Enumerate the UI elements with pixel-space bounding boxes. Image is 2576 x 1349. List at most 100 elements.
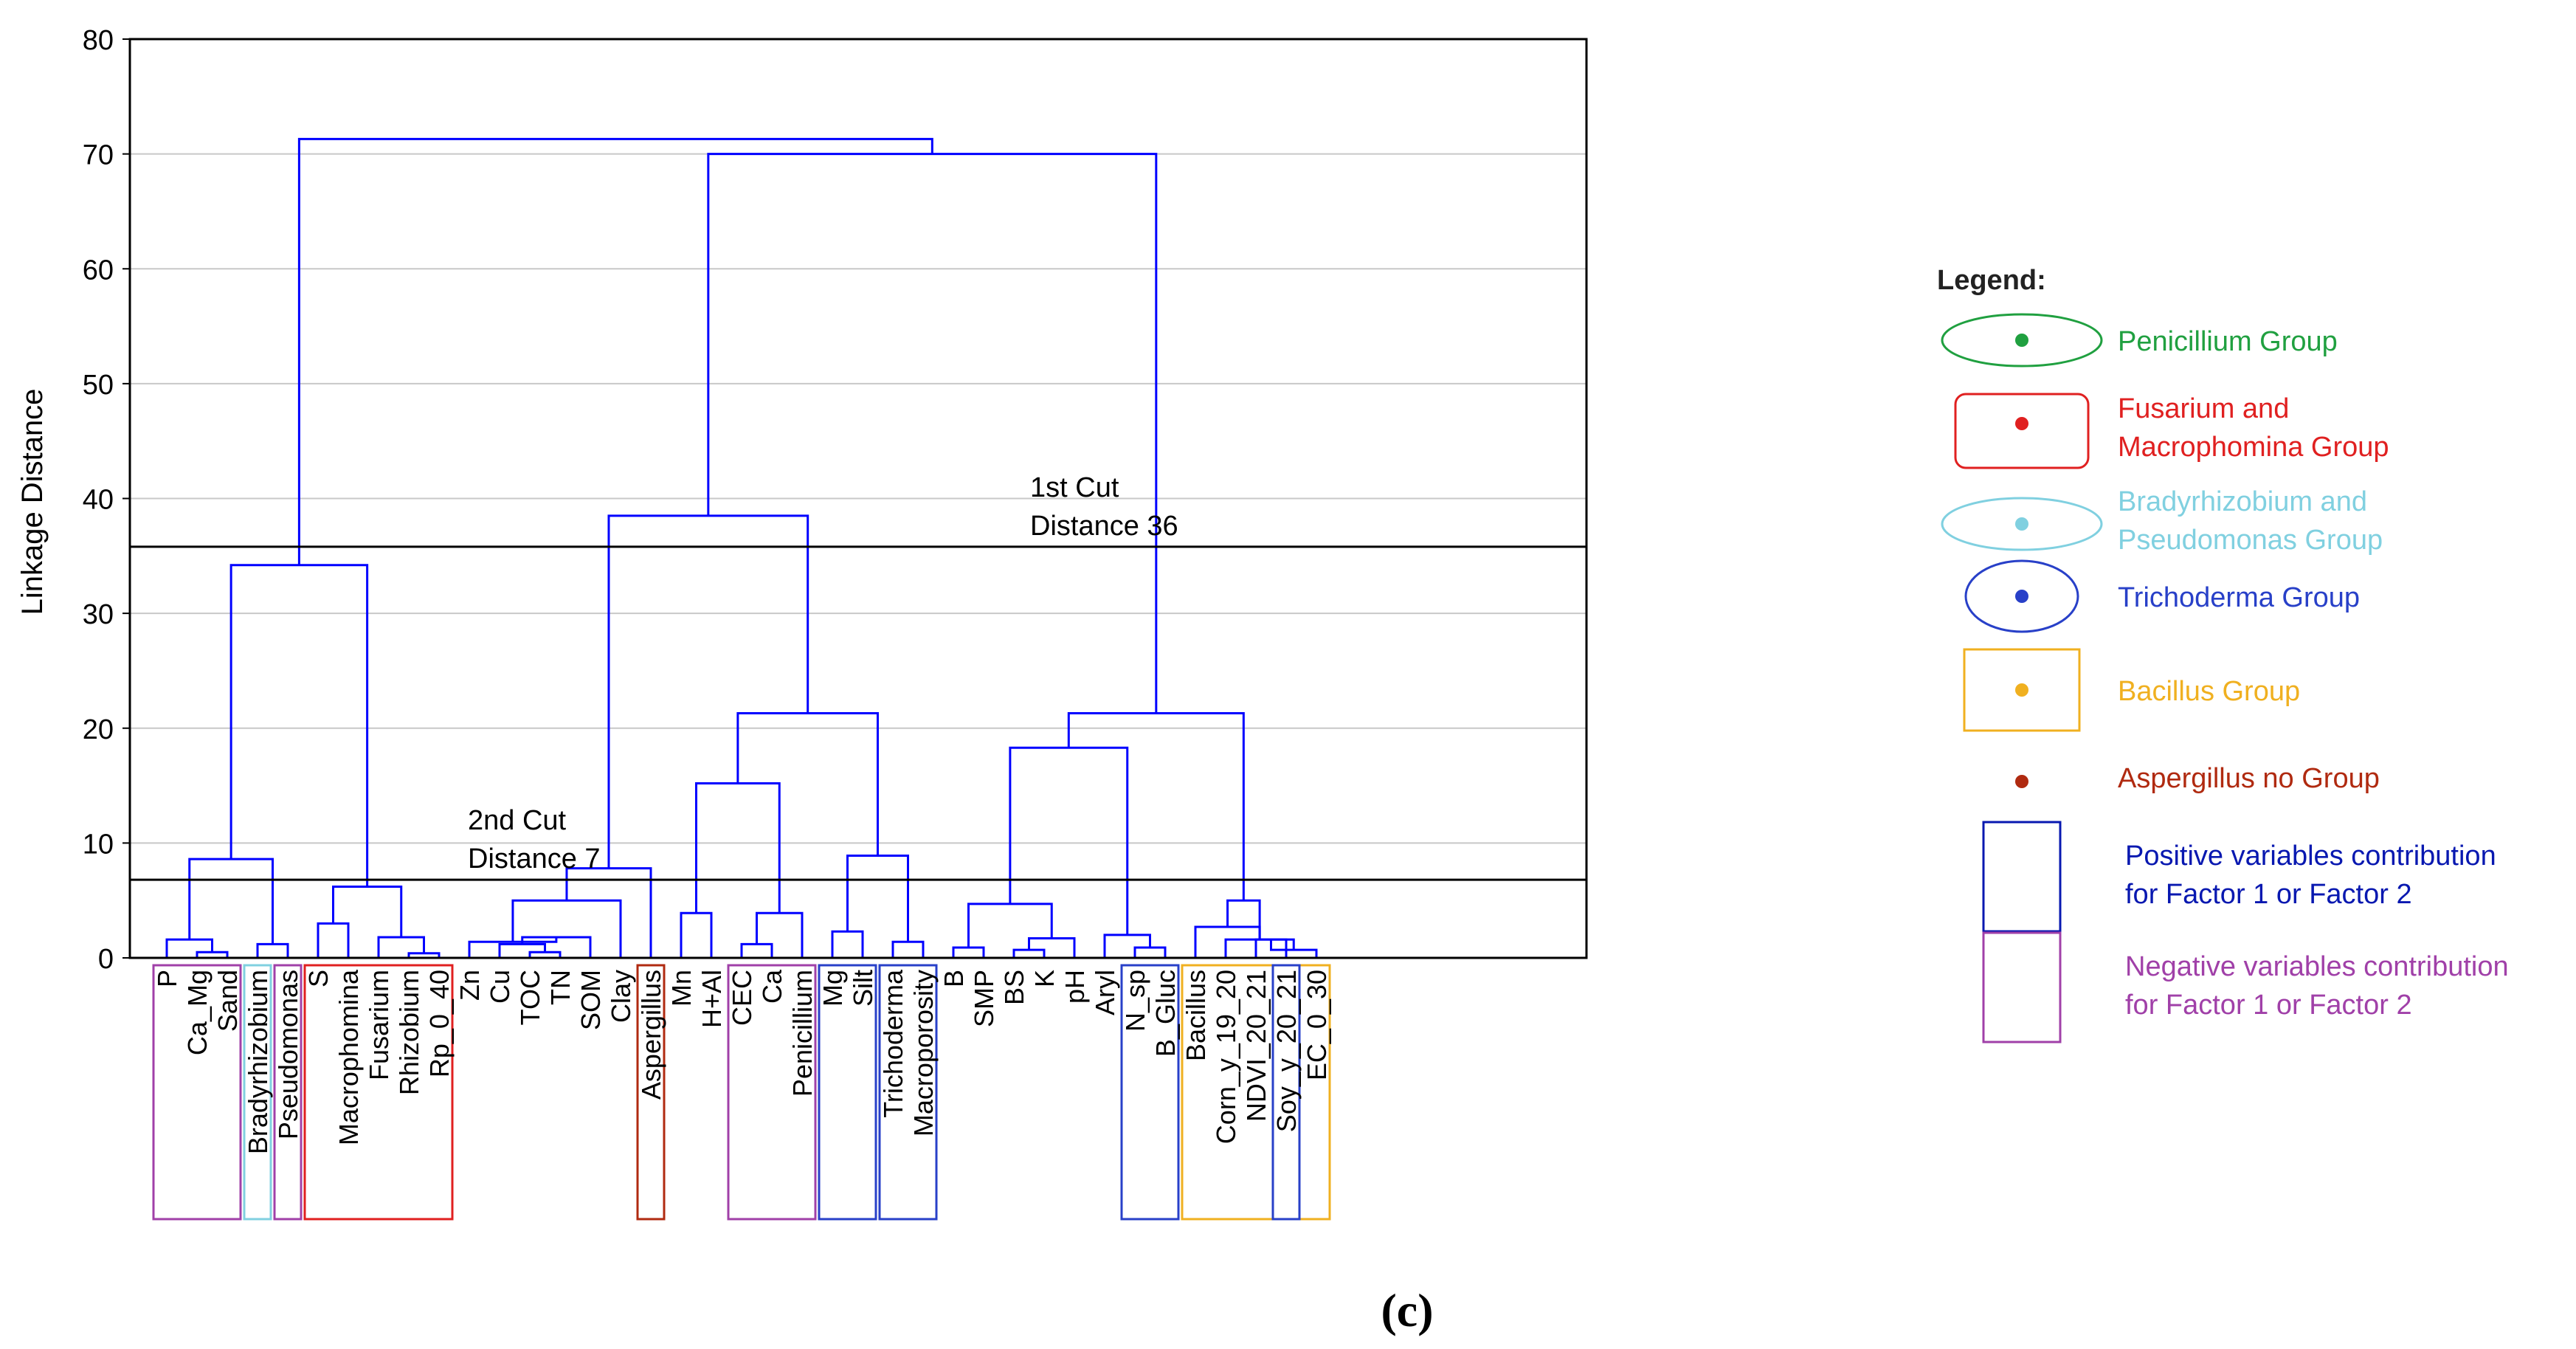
dendrogram-link xyxy=(967,903,1053,948)
leaf-label: Rhizobium xyxy=(394,970,424,1095)
dendrogram-link xyxy=(229,564,369,887)
dendrogram-tree xyxy=(165,137,1318,958)
dendrogram-link xyxy=(1012,948,1046,958)
leaf-label: BS xyxy=(999,970,1029,1005)
leaf-label: Macroporosity xyxy=(908,970,939,1136)
leaf-label: Clay xyxy=(606,970,636,1023)
legend-label: for Factor 1 or Factor 2 xyxy=(2125,879,2412,910)
leaf-label: EC_0_30 xyxy=(1302,970,1332,1080)
y-tick-label: 10 xyxy=(83,829,114,860)
dendrogram-link xyxy=(736,712,879,856)
legend-marker xyxy=(1982,931,2062,1043)
leaf-label: Ca_Mg xyxy=(182,970,213,1055)
leaf-label: Mg xyxy=(818,970,848,1007)
y-tick-label: 40 xyxy=(83,485,114,516)
leaf-label: Cu xyxy=(485,970,515,1004)
y-tick-label: 0 xyxy=(98,944,114,975)
legend-label: Penicillium Group xyxy=(2118,326,2338,357)
leaf-label: Trichoderma xyxy=(878,969,908,1118)
dendrogram-link xyxy=(196,950,229,958)
leaf-label: TN xyxy=(545,970,576,1005)
legend-marker xyxy=(1954,393,2090,469)
leaf-label: S xyxy=(303,970,334,987)
leaf-label: P xyxy=(152,970,182,987)
leaf-label: Fusarium xyxy=(364,970,394,1080)
legend-label: Negative variables contribution xyxy=(2125,951,2509,982)
dendrogram-link xyxy=(952,946,985,958)
dendrogram-link xyxy=(891,940,925,958)
y-axis-ticks: 0 10 20 30 40 50 60 70 80 xyxy=(83,25,130,975)
dendrogram-link xyxy=(680,911,713,958)
leaf-label: Penicillium xyxy=(787,970,818,1097)
y-tick-label: 50 xyxy=(83,370,114,401)
leaf-label: SMP xyxy=(969,970,999,1027)
leaf-label: Bacillus xyxy=(1181,970,1211,1061)
leaf-label: Mn xyxy=(666,970,697,1007)
group-box xyxy=(727,964,817,1221)
cut-label: Distance 36 xyxy=(1030,511,1178,542)
group-boxes xyxy=(152,964,1331,1221)
legend-label: Fusarium and xyxy=(2118,393,2289,424)
legend-dot xyxy=(2015,334,2028,347)
group-box xyxy=(878,964,938,1221)
dendrogram-link xyxy=(740,942,773,958)
dendrogram-link xyxy=(707,153,1158,714)
legend-label: Positive variables contribution xyxy=(2125,841,2496,872)
leaf-label: Rp_0_40 xyxy=(424,970,455,1077)
dendrogram-link xyxy=(1103,934,1151,958)
dendrogram-link xyxy=(607,514,809,869)
leaf-label: CEC xyxy=(727,970,757,1026)
legend-marker xyxy=(1941,313,2103,368)
dendrogram-link xyxy=(1009,746,1129,935)
leaf-label: K xyxy=(1029,970,1060,987)
legend-label: Trichoderma Group xyxy=(2118,582,2360,613)
legend-dot xyxy=(2015,417,2028,430)
dendrogram-link xyxy=(297,137,933,565)
y-tick-label: 30 xyxy=(83,599,114,630)
legend-dot xyxy=(2015,517,2028,531)
y-tick-label: 80 xyxy=(83,25,114,56)
leaf-labels: P Ca_Mg Sand Bradyrhizobium Pseudomonas S Macr… xyxy=(152,969,1332,1154)
leaf-label: Aspergillus xyxy=(636,970,666,1100)
panel-label: (c) xyxy=(1381,1284,1433,1336)
dendrogram-link xyxy=(1133,946,1167,958)
dendrogram-link xyxy=(1194,925,1261,958)
legend-label: for Factor 1 or Factor 2 xyxy=(2125,990,2412,1021)
dendrogram-link xyxy=(1224,938,1295,958)
leaf-label: Silt xyxy=(848,970,878,1007)
dendrogram-link xyxy=(846,854,909,942)
y-tick-label: 70 xyxy=(83,140,114,171)
leaf-label: N_sp xyxy=(1120,970,1150,1032)
dendrogram-link xyxy=(332,886,403,937)
leaf-label: Soy_y_20_21 xyxy=(1271,970,1302,1132)
leaf-label: SOM xyxy=(576,970,606,1030)
leaf-label: Zn xyxy=(455,970,485,1001)
legend-marker xyxy=(1964,559,2079,633)
leaf-label: TOC xyxy=(515,970,545,1025)
legend: Legend: Penicillium Group Fusarium and Mac… xyxy=(1937,265,2509,1043)
dendrogram-link xyxy=(831,930,864,958)
dendrogram-link xyxy=(1226,899,1261,940)
dendrogram-link xyxy=(1270,939,1318,958)
dendrogram-link xyxy=(498,942,546,958)
y-tick-label: 20 xyxy=(83,714,114,745)
group-box xyxy=(636,964,666,1221)
group-box xyxy=(243,964,272,1221)
group-box xyxy=(818,964,877,1221)
legend-marker xyxy=(1941,497,2103,551)
dendrogram-link xyxy=(511,899,622,958)
leaf-label: Pseudomonas xyxy=(273,970,303,1139)
group-box xyxy=(1271,964,1301,1221)
group-box xyxy=(273,964,303,1221)
legend-dot xyxy=(2015,775,2028,788)
leaf-label: pH xyxy=(1060,970,1090,1004)
leaf-label: B_Gluc xyxy=(1150,970,1181,1057)
grid-lines xyxy=(130,153,1586,844)
dendrogram-link xyxy=(1028,937,1076,958)
cut-label: 1st Cut xyxy=(1030,472,1119,503)
dendrogram-link xyxy=(528,950,562,958)
legend-label: Pseudomonas Group xyxy=(2118,525,2383,556)
dendrogram-link xyxy=(695,782,781,914)
group-box xyxy=(152,964,242,1221)
